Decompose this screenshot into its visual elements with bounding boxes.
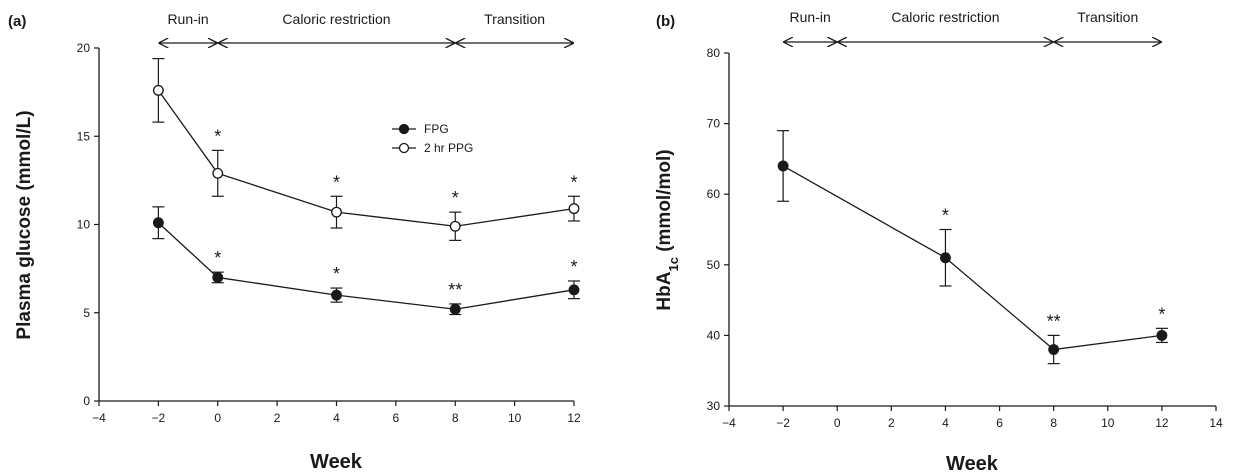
panel-a-significance-mark: ** — [448, 280, 462, 300]
legend-item-ppg: 2 hr PPG — [392, 141, 473, 155]
panel-a-x-tick-label: 10 — [508, 411, 522, 425]
panel-a-significance-mark: * — [333, 172, 340, 192]
panel-b-y-tick-label: 60 — [707, 187, 721, 201]
panel-b-ticks: −4 −2 0 2 4 6 8 10 12 14 30 40 50 60 70 80 — [707, 46, 1223, 430]
panel-a-y-tick-label: 10 — [77, 218, 91, 232]
panel-a-legend: FPG 2 hr PPG — [392, 122, 473, 155]
panel-b-label: (b) — [656, 13, 675, 30]
panel-a-x-tick-label: 8 — [452, 411, 459, 425]
panel-a-ticks: −4 −2 0 2 4 6 8 10 12 0 5 10 15 20 — [77, 41, 581, 425]
panel-b-y-tick-label: 50 — [707, 258, 721, 272]
panel-b-x-tick-label: 8 — [1050, 416, 1057, 430]
panel-b-y-tick-label: 80 — [707, 46, 721, 60]
panel-a-x-tick-label: 2 — [274, 411, 281, 425]
panel-b-data-point — [1048, 344, 1060, 355]
panel-a-phase-label: Transition — [484, 11, 545, 27]
panel-b-x-tick-label: 6 — [996, 416, 1003, 430]
legend-marker-ppg — [398, 142, 410, 154]
panel-a-significance-mark: * — [214, 126, 221, 146]
panel-b-x-tick-label: 2 — [888, 416, 895, 430]
panel-b-significance-mark: * — [1158, 304, 1165, 324]
panel-a-x-tick-label: −4 — [92, 411, 106, 425]
panel-a-data-point — [449, 303, 461, 315]
panel-a-x-tick-label: 0 — [214, 411, 221, 425]
panel-b-phase-label: Caloric restriction — [891, 9, 999, 25]
panel-a-label: (a) — [8, 13, 26, 30]
panel-b-y-axis-title-main: HbA — [654, 271, 675, 310]
panel-a-significance-mark: * — [570, 172, 577, 192]
panel-a-data-point — [568, 284, 580, 296]
panel-a-y-tick-label: 15 — [77, 129, 91, 143]
panel-a-x-tick-label: −2 — [152, 411, 166, 425]
panel-a-series-line — [157, 89, 575, 227]
panel-a-phase-label: Caloric restriction — [282, 11, 390, 27]
panel-a-y-tick-label: 20 — [77, 41, 91, 55]
panel-a-x-axis-title: Week — [310, 451, 363, 473]
panel-a-data-point — [152, 84, 164, 96]
panel-a-data-point — [212, 272, 224, 283]
legend-marker-fpg — [398, 123, 410, 135]
panel-b-x-tick-label: 10 — [1101, 416, 1115, 430]
panel-a-phases: Run-in Caloric restriction Transition — [159, 11, 573, 43]
panel-a-significance-mark: * — [570, 257, 577, 277]
panel-a-data-point — [331, 289, 342, 301]
legend-item-fpg: FPG — [392, 122, 449, 136]
panel-b-significance-mark: * — [942, 206, 949, 226]
panel-a-data-point — [331, 206, 342, 218]
panel-b-x-tick-label: 0 — [834, 416, 841, 430]
panel-a-y-axis-title: Plasma glucose (mmol/L) — [14, 110, 35, 339]
panel-b-y-tick-label: 40 — [707, 328, 721, 342]
panel-b-x-tick-label: 4 — [942, 416, 949, 430]
panel-a-y-tick-label: 0 — [83, 394, 90, 408]
panel-a-data-point — [568, 203, 580, 215]
panel-a-data-point — [449, 220, 461, 232]
panel-b: (b) Run-in Caloric restriction Transition … — [654, 9, 1223, 475]
panel-b-data-point — [1156, 329, 1168, 341]
panel-a-data-point — [212, 167, 224, 179]
panel-b-x-tick-label: −2 — [776, 416, 790, 430]
panel-a-significance-mark: * — [452, 188, 459, 208]
panel-b-x-axis-title: Week — [946, 453, 999, 475]
panel-b-series: *** * — [777, 130, 1168, 365]
legend-label-ppg: 2 hr PPG — [424, 141, 473, 155]
panel-a-x-tick-label: 12 — [567, 411, 581, 425]
panel-b-phase-label: Transition — [1077, 9, 1138, 25]
panel-b-phases: Run-in Caloric restriction Transition — [784, 9, 1161, 42]
panel-b-x-tick-label: 12 — [1155, 416, 1169, 430]
panel-b-x-tick-label: −4 — [722, 416, 736, 430]
panel-b-data-point — [777, 160, 789, 172]
panel-b-phase-label: Run-in — [790, 9, 831, 25]
panel-a: (a) Run-in Caloric restriction Transition … — [8, 11, 581, 473]
panel-b-y-tick-label: 30 — [707, 399, 721, 413]
legend-label-fpg: FPG — [424, 122, 449, 136]
panel-b-series-line — [782, 165, 1162, 351]
panel-a-x-tick-label: 6 — [393, 411, 400, 425]
panel-a-data-point — [152, 217, 164, 229]
panel-b-data-point — [939, 252, 951, 264]
panel-b-x-tick-label: 14 — [1209, 416, 1223, 430]
panel-a-y-tick-label: 5 — [83, 306, 90, 320]
panel-a-significance-mark: * — [333, 264, 340, 284]
panel-a-phase-label: Run-in — [167, 11, 208, 27]
panel-a-x-tick-label: 4 — [333, 411, 340, 425]
panel-b-significance-mark: ** — [1047, 311, 1061, 331]
panel-b-y-axis-title-rest: (mmol/mol) — [654, 149, 675, 257]
panel-b-y-axis-title: HbA1c (mmol/mol) — [654, 149, 681, 310]
panel-a-significance-mark: * — [214, 248, 221, 268]
panel-a-series: ********* — [152, 57, 580, 316]
panel-b-y-axis-title-sub: 1c — [666, 257, 681, 271]
panel-b-y-tick-label: 70 — [707, 117, 721, 131]
